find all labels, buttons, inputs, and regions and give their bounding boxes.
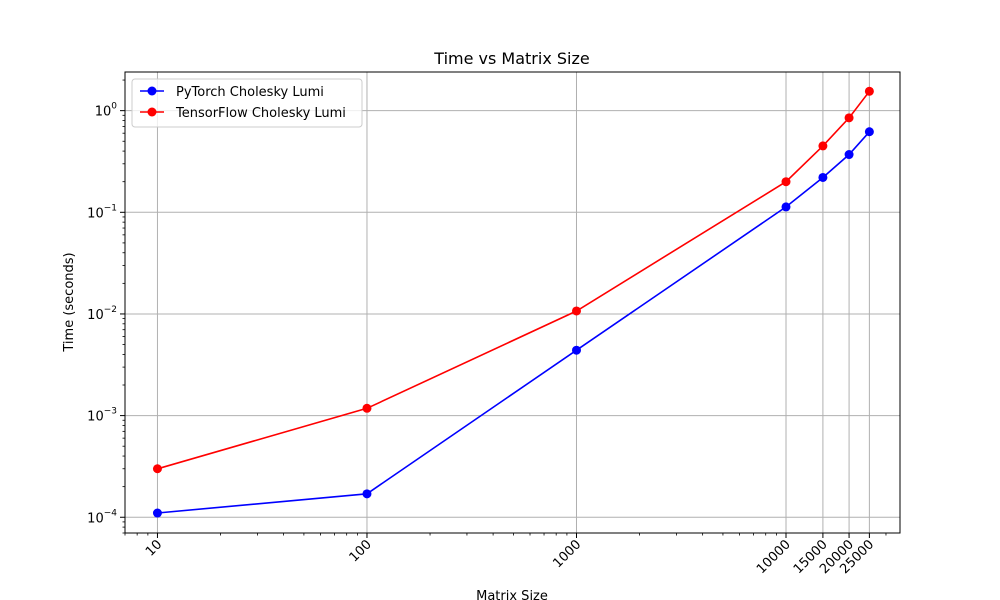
series-0-point [844,150,854,160]
series-1-point [818,141,828,151]
legend-frame [131,78,363,128]
legend: PyTorch Cholesky Lumi TensorFlow Cholesky… [131,78,363,128]
series-0-point [818,172,828,182]
y-axis-ticks: 10−4 10−3 10−2 10−1 100 [87,79,125,534]
x-axis-label: Matrix Size [476,589,548,600]
legend-label: TensorFlow Cholesky Lumi [175,106,346,121]
series-line-0 [157,131,870,514]
y-axis-label: Time (seconds) [62,252,77,352]
chart-title: Time vs Matrix Size [433,49,589,68]
x-tick-label: 10000 [754,537,794,577]
series-line-1 [157,90,871,470]
legend-swatch-marker [147,86,157,96]
legend-swatch-marker [147,107,157,117]
legend-label: PyTorch Cholesky Lumi [176,85,324,100]
y-tick-label: 10−3 [87,407,117,425]
series-1-point [781,177,791,187]
series-1-point [844,113,854,123]
y-tick-label: 10−2 [87,305,117,323]
series-1-point [152,464,162,474]
plot-area-frame [124,71,901,534]
series-1-point [571,306,581,316]
x-tick-label: 10 [143,537,165,559]
x-tick-label: 100 [347,537,375,565]
series-0-point [781,202,791,212]
series-1-point [362,403,372,413]
series-layer [152,86,874,518]
grid-lines [125,72,900,533]
x-tick-label: 1000 [550,537,584,571]
series-0-point [362,489,372,499]
series-0-point [571,345,581,355]
series-0-point [152,508,162,518]
y-tick-label: 100 [95,102,118,120]
y-tick-label: 10−4 [87,508,117,526]
series-1-point [864,86,874,96]
series-0-point [864,127,874,137]
y-tick-label: 10−1 [87,203,117,221]
